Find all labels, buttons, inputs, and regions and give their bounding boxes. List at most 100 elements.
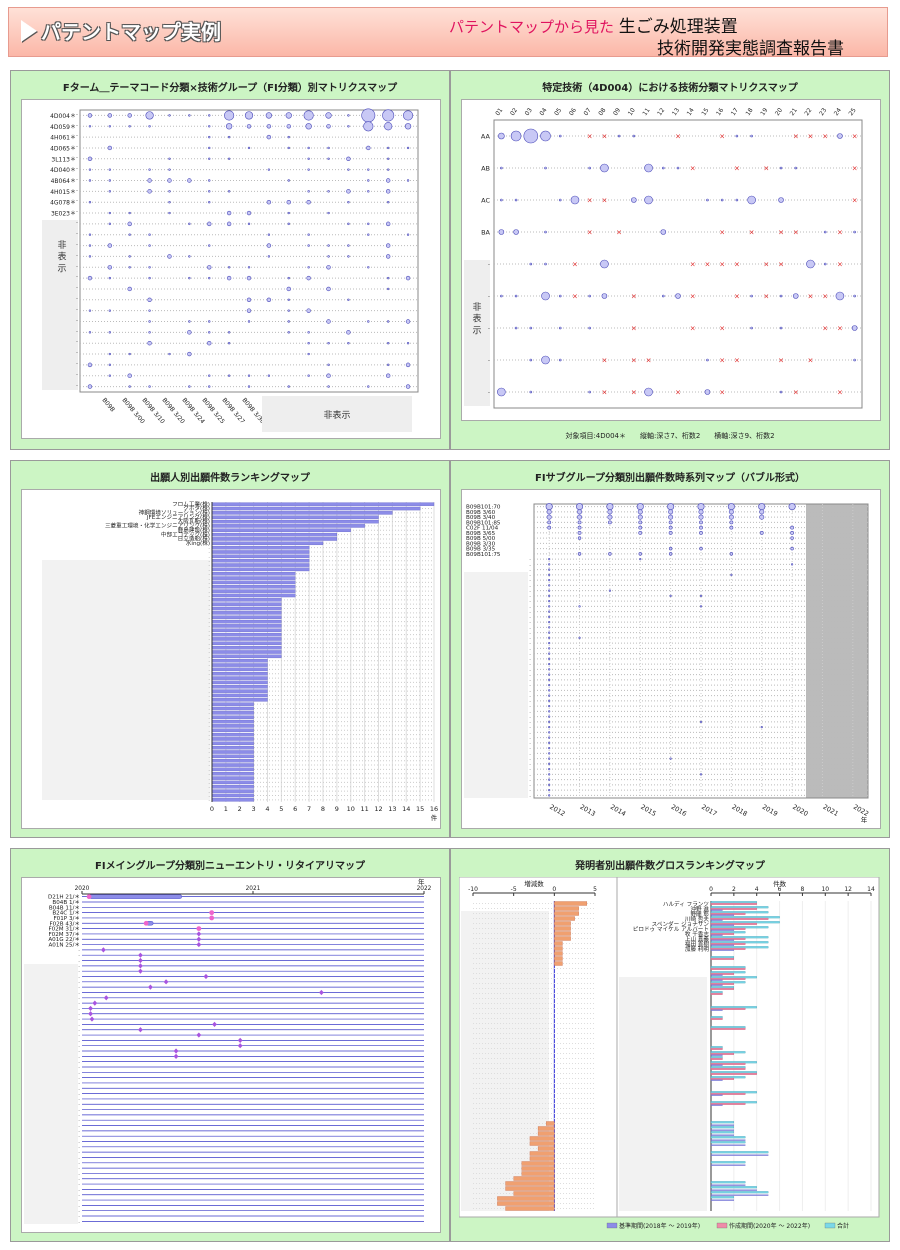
bubble: [577, 509, 583, 515]
bubble: [246, 275, 252, 281]
bubble: [823, 230, 827, 234]
bubble: [510, 130, 522, 142]
bubble: [188, 114, 191, 117]
bubble: [347, 168, 350, 171]
bubble: [208, 385, 211, 388]
total-bar: [710, 941, 769, 944]
bubble: [548, 615, 551, 618]
base-bar: [710, 1199, 735, 1201]
create-bar: [710, 967, 746, 970]
total-bar: [710, 1091, 757, 1094]
future-shade: [806, 504, 868, 798]
bubble: [548, 705, 551, 708]
bubble: [600, 163, 609, 173]
entry-marker: [143, 920, 149, 926]
bar: [211, 719, 254, 724]
cross-mark: ×: [822, 325, 828, 333]
row-tick: -: [209, 559, 211, 564]
row-tick: -: [529, 694, 531, 700]
bubble: [167, 254, 172, 259]
x-tick-label: 01: [494, 107, 504, 117]
active-span: [88, 894, 182, 899]
x-tick-label: 15: [416, 805, 424, 813]
bar: [211, 667, 268, 672]
bubble: [128, 125, 131, 128]
diff-bar: [521, 1161, 555, 1166]
y-tick-label: B09B 3/65: [466, 531, 496, 537]
cross-mark: ×: [631, 293, 637, 301]
bubble: [540, 130, 551, 142]
diff-tick-label: -5: [511, 886, 517, 893]
row-tick: -: [209, 746, 211, 751]
bubble: [699, 594, 703, 597]
bubble: [226, 275, 232, 281]
count-tick-label: 4: [755, 886, 759, 893]
total-bar: [710, 1006, 757, 1009]
cross-mark: ×: [734, 293, 740, 301]
bubble: [548, 610, 551, 613]
row-tick: -: [76, 274, 78, 280]
diff-bar: [554, 921, 571, 926]
cross-mark: ×: [719, 325, 725, 333]
row-tick: -: [209, 728, 211, 733]
bubble: [307, 266, 310, 269]
x-axis-unit: 年: [418, 878, 425, 886]
event-marker: [173, 1048, 179, 1054]
row-tick: -: [529, 683, 531, 689]
bubble: [699, 525, 703, 530]
row-tick: -: [529, 772, 531, 778]
bubble: [541, 355, 550, 365]
bubble: [778, 197, 784, 203]
inventor-label: ハルディ フランツ: [663, 900, 710, 908]
hidden-label-area: [42, 560, 210, 800]
bubble: [108, 374, 112, 377]
bubble: [147, 297, 152, 303]
row-tick: -: [78, 1092, 80, 1098]
play-triangle-icon: [21, 20, 37, 42]
event-marker: [196, 941, 202, 948]
bubble: [208, 276, 211, 280]
bubble: [405, 362, 411, 368]
x-tick-label: 02: [509, 107, 519, 117]
row-tick: -: [209, 581, 211, 586]
bubble: [346, 189, 351, 194]
bubble: [699, 720, 703, 723]
bubble: [367, 168, 370, 171]
x-tick-label: 2022: [417, 886, 432, 892]
cross-mark: ×: [749, 229, 755, 237]
bar: [211, 537, 338, 541]
row-tick: -: [529, 793, 531, 799]
row-tick: -: [76, 198, 78, 204]
bar: [211, 702, 254, 706]
bubble: [168, 168, 171, 171]
row-tick: -: [529, 762, 531, 768]
diff-bar: [537, 1126, 555, 1131]
diff-bar: [513, 1176, 555, 1181]
bubble: [637, 509, 643, 515]
panel-title: FIサブグループ分類別出願件数時系列マップ（バブル形式）: [535, 473, 805, 484]
x-tick-label: 2018: [730, 803, 748, 818]
row-tick: -: [209, 611, 211, 616]
row-tick: -: [76, 263, 78, 269]
bubble: [127, 286, 132, 292]
row-tick: -: [209, 794, 211, 799]
bubble: [327, 385, 330, 388]
row-tick: -: [76, 111, 78, 117]
cross-mark: ×: [852, 197, 858, 205]
row-tick: -: [209, 733, 211, 738]
row-tick: -: [78, 1124, 80, 1130]
bubble: [405, 275, 411, 281]
total-bar: [710, 946, 769, 949]
cross-mark: ×: [808, 133, 814, 141]
y-tick-label: 4B064＊: [51, 178, 76, 185]
bubble: [287, 179, 290, 182]
bar: [211, 532, 338, 537]
bubble: [548, 778, 551, 781]
total-bar: [710, 911, 769, 914]
bubble: [327, 244, 330, 247]
bubble: [548, 689, 551, 692]
bubble: [188, 276, 191, 280]
base-bar: [710, 924, 735, 926]
create-bar: [710, 1067, 746, 1070]
x-axis-unit: 件: [431, 813, 438, 822]
